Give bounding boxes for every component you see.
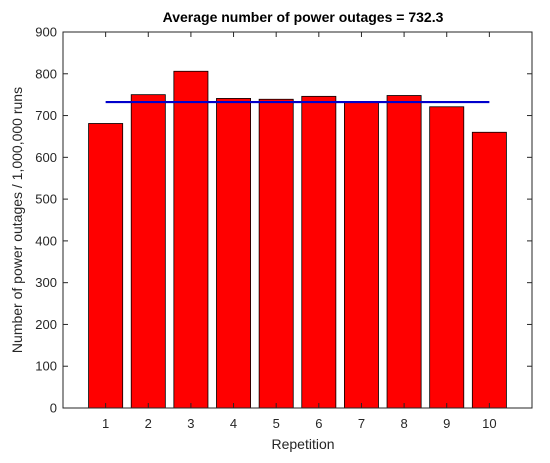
bar-9: [429, 106, 465, 409]
x-axis-label: Repetition: [271, 436, 334, 452]
y-tick-label-700: 700: [35, 108, 57, 123]
x-tick-label-5: 5: [273, 416, 280, 431]
x-tick-label-7: 7: [358, 416, 365, 431]
chart-title: Average number of power outages = 732.3: [163, 9, 444, 25]
y-tick-label-900: 900: [35, 25, 57, 40]
bar-1: [88, 123, 124, 409]
bar-8: [386, 95, 422, 409]
x-tick-label-4: 4: [230, 416, 237, 431]
plot-area: 0 100 200 300 400 500 600 700 800 900 1 2 3 4 5 6 7 8 9 10: [35, 25, 533, 431]
bar-6: [301, 95, 337, 409]
x-tick-label-2: 2: [145, 416, 152, 431]
y-tick-label-400: 400: [35, 233, 57, 248]
bar-2: [130, 94, 166, 409]
bar-10: [471, 131, 507, 409]
x-tick-label-8: 8: [400, 416, 407, 431]
bar-7: [343, 101, 379, 409]
x-tick-label-10: 10: [482, 416, 496, 431]
bar-5: [258, 98, 294, 409]
y-tick-label-600: 600: [35, 150, 57, 165]
x-tick-label-3: 3: [187, 416, 194, 431]
bar-4: [216, 98, 252, 409]
bar-3: [173, 70, 209, 409]
y-tick-label-500: 500: [35, 192, 57, 207]
y-axis-label: Number of power outages / 1,000,000 runs: [9, 87, 25, 353]
x-tick-label-6: 6: [315, 416, 322, 431]
x-tick-label-9: 9: [443, 416, 450, 431]
x-tick-label-1: 1: [102, 416, 109, 431]
y-tick-label-0: 0: [50, 401, 57, 416]
y-tick-label-300: 300: [35, 275, 57, 290]
y-tick-label-200: 200: [35, 317, 57, 332]
axes-box: [62, 31, 533, 409]
y-tick-label-800: 800: [35, 66, 57, 81]
y-tick-label-100: 100: [35, 359, 57, 374]
